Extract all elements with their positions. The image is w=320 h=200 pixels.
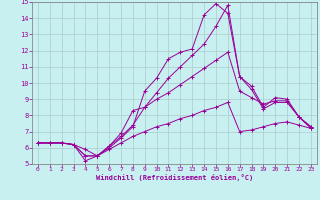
X-axis label: Windchill (Refroidissement éolien,°C): Windchill (Refroidissement éolien,°C) xyxy=(96,174,253,181)
